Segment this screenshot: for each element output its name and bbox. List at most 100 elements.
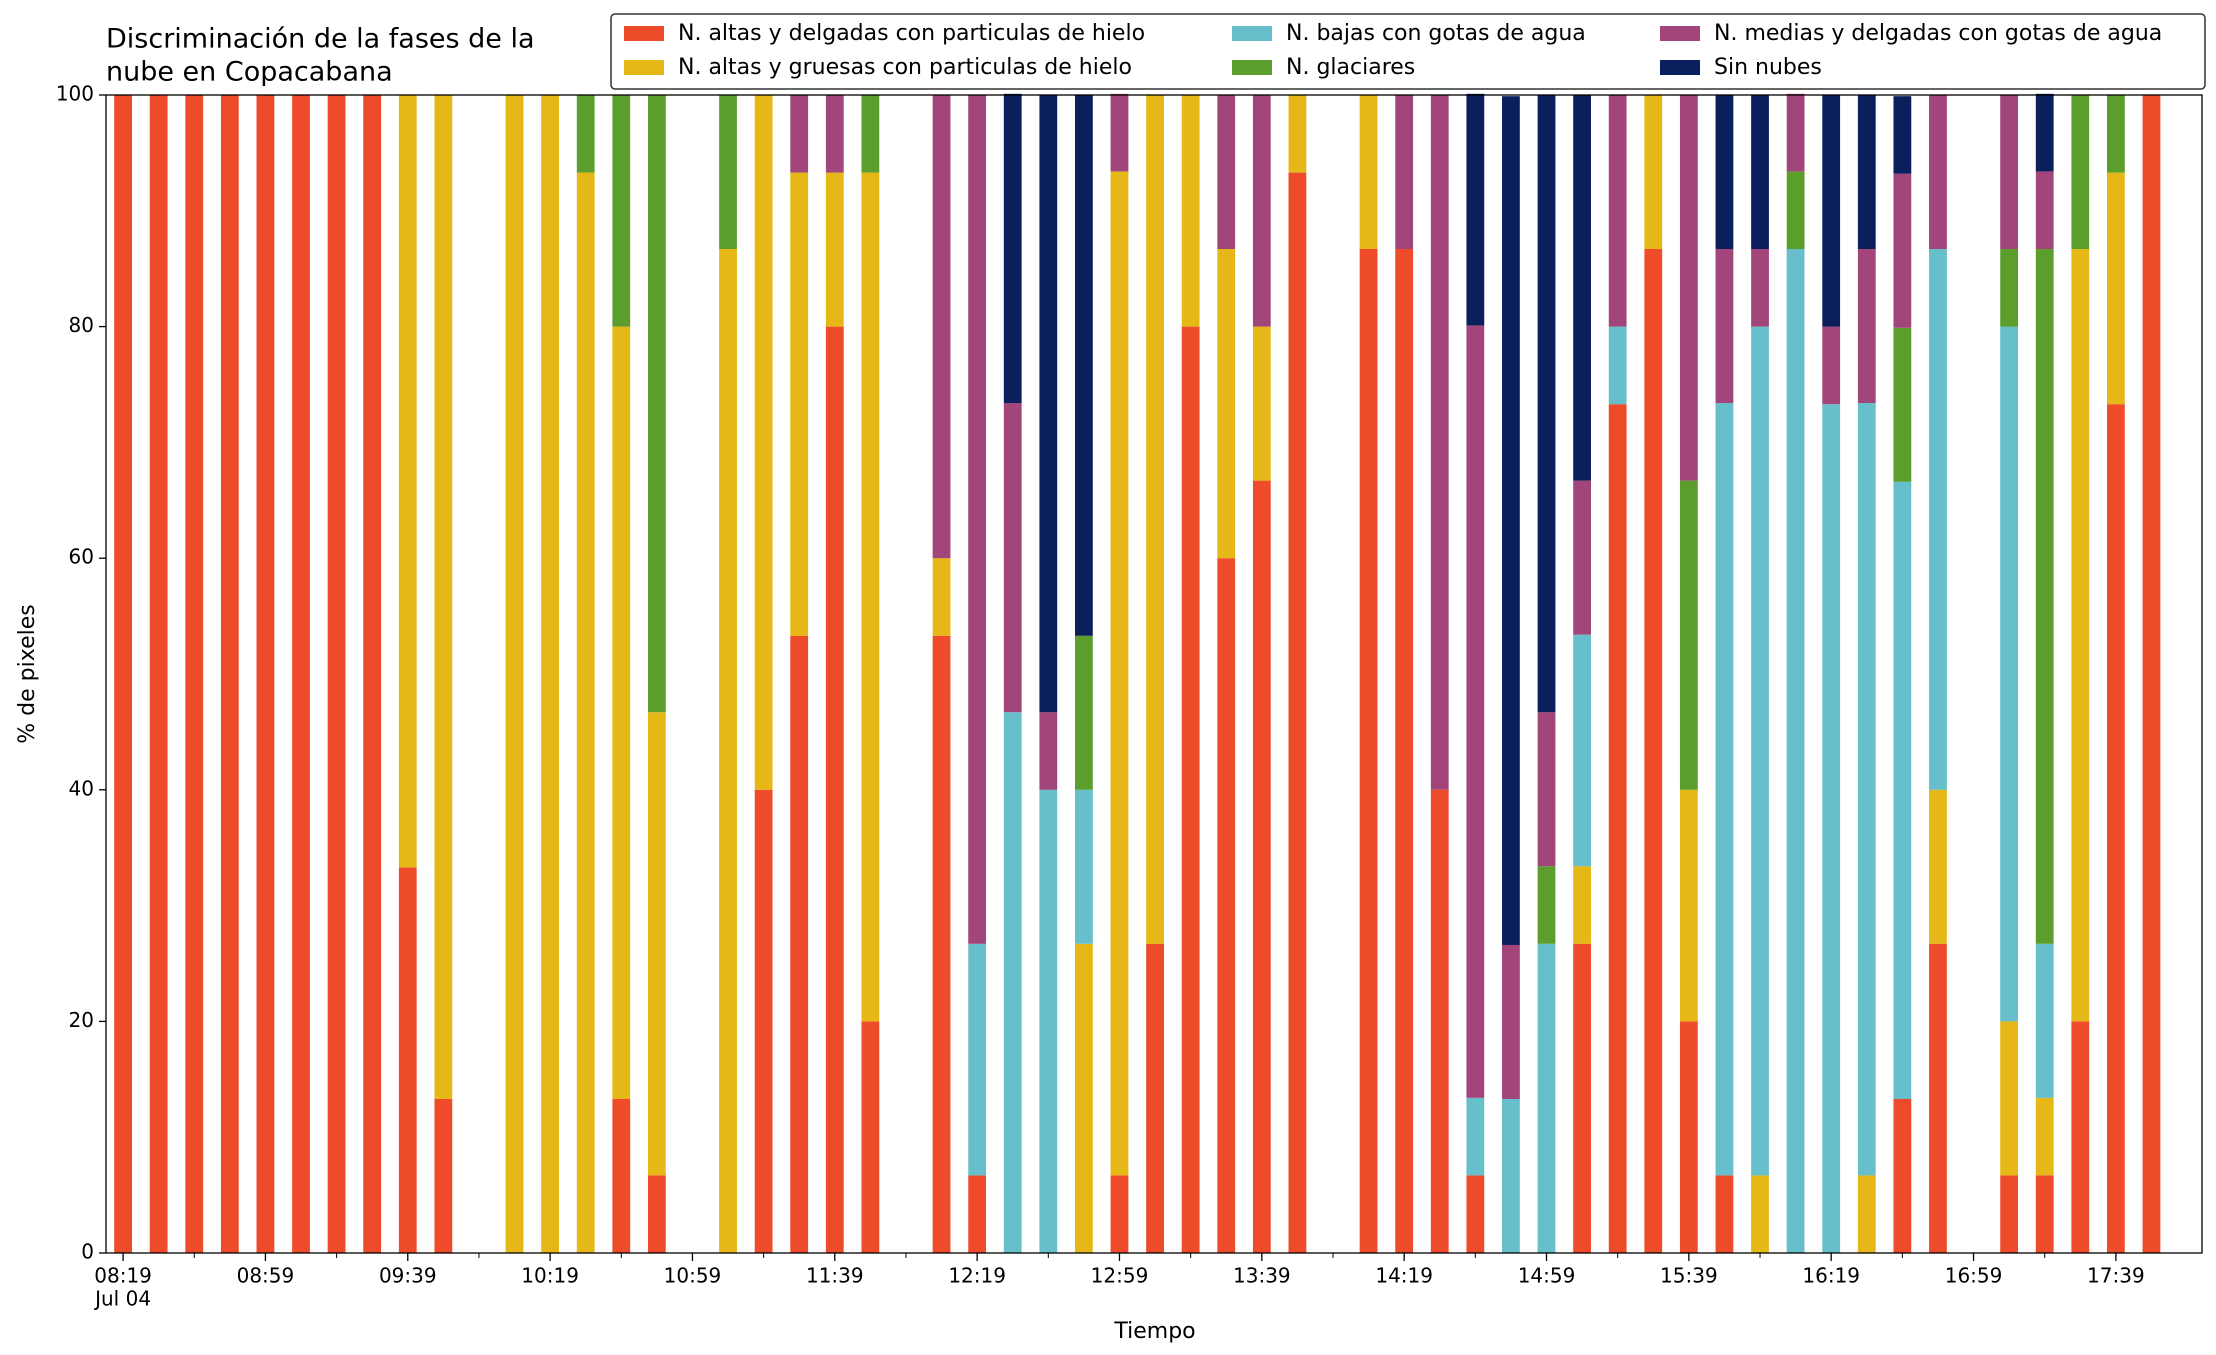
bar-segment: [1751, 249, 1769, 327]
bar-segment: [1003, 712, 1022, 1253]
bar-segment: [1252, 95, 1271, 327]
x-tick-label: 13:39: [1233, 1264, 1291, 1288]
bar-segment: [576, 95, 595, 173]
bar-segment: [2035, 249, 2054, 944]
legend-label: N. bajas con gotas de agua: [1286, 21, 1586, 46]
bar-segment: [1039, 712, 1058, 790]
bar-segment: [1679, 789, 1698, 1022]
bar-segment: [2106, 404, 2125, 1253]
bar-segment: [114, 95, 132, 1253]
bar-segment: [1715, 1175, 1734, 1253]
bar-segment: [363, 95, 382, 1253]
x-tick-label: 16:59: [1945, 1264, 2003, 1288]
bar-segment: [541, 95, 560, 1253]
bar-segment: [1217, 558, 1236, 1253]
bar-segment: [505, 95, 524, 1253]
chart-title-line: Discriminación de la fases de la: [106, 24, 535, 55]
bar-segment: [1893, 173, 1912, 328]
bar-segment: [825, 172, 844, 327]
bar-segment: [1039, 789, 1058, 1253]
bar-segment: [754, 789, 773, 1253]
x-tick-label: 08:19: [94, 1264, 152, 1288]
bar-segment: [1929, 943, 1947, 1253]
legend-swatch: [1660, 60, 1700, 75]
y-axis-label: % de pixeles: [15, 604, 40, 743]
bar-segment: [1573, 480, 1591, 635]
bar-segment: [2035, 93, 2054, 172]
bar-segment: [1359, 95, 1378, 250]
bar-segment: [861, 1021, 880, 1253]
bar-segment: [1786, 171, 1805, 250]
bar-segment: [1502, 1098, 1520, 1253]
bar-segment: [1039, 95, 1058, 713]
y-tick-label: 40: [69, 776, 94, 800]
bar-segment: [1537, 943, 1556, 1253]
y-tick-label: 80: [69, 313, 94, 337]
legend-label: N. altas y delgadas con particulas de hi…: [678, 21, 1145, 46]
legend-swatch: [1232, 26, 1272, 41]
bar-segment: [1857, 249, 1876, 404]
y-tick-label: 100: [56, 82, 94, 106]
bar-segment: [1466, 1175, 1485, 1253]
bar-segment: [1217, 249, 1236, 559]
bar-segment: [1395, 95, 1414, 250]
bar-segment: [825, 326, 844, 1254]
bar-segment: [1573, 95, 1591, 481]
legend-swatch: [624, 60, 664, 75]
bar-segment: [1217, 95, 1236, 250]
bar-segment: [1359, 249, 1378, 1253]
y-tick-label: 20: [69, 1008, 94, 1032]
bar-segment: [1146, 95, 1164, 944]
bar-segment: [1110, 171, 1129, 1176]
x-tick-label: 16:19: [1802, 1264, 1860, 1288]
bar-segment: [576, 172, 595, 1254]
bar-segment: [2035, 943, 2054, 1098]
bar-segment: [1573, 943, 1591, 1253]
bar-segment: [1502, 96, 1520, 945]
bar-segment: [434, 95, 453, 1099]
x-tick-label: 15:39: [1660, 1264, 1718, 1288]
bar-segment: [1003, 403, 1022, 713]
x-tick-label: 12:59: [1091, 1264, 1149, 1288]
bar-segment: [932, 635, 951, 1253]
bar-segment: [1074, 789, 1093, 944]
bar-segment: [1679, 1021, 1698, 1253]
bar-segment: [2000, 1021, 2019, 1176]
bar-segment: [2106, 95, 2125, 173]
bar-segment: [1929, 249, 1947, 790]
bar-segment: [256, 95, 275, 1253]
bar-segment: [1110, 1175, 1129, 1253]
bar-segment: [1430, 789, 1449, 1253]
bar-segment: [1502, 944, 1520, 1099]
x-tick-label: 14:59: [1518, 1264, 1576, 1288]
bar-segment: [1857, 1175, 1876, 1253]
legend-swatch: [1232, 60, 1272, 75]
bar-segment: [968, 943, 987, 1176]
bar-segment: [220, 95, 239, 1253]
bar-segment: [1715, 95, 1734, 250]
legend-swatch: [624, 26, 664, 41]
bar-segment: [1715, 249, 1734, 404]
x-tick-label: 10:19: [521, 1264, 579, 1288]
bar-segment: [1893, 327, 1912, 482]
bar-segment: [434, 1098, 453, 1253]
bar-segment: [2071, 1021, 2090, 1253]
x-tick-label: 10:59: [664, 1264, 722, 1288]
legend-swatch: [1660, 26, 1700, 41]
bar-segment: [2000, 1175, 2019, 1253]
bar-segment: [612, 95, 631, 327]
bar-segment: [1608, 326, 1627, 405]
bar-segment: [2000, 95, 2019, 250]
bar-segment: [1074, 943, 1093, 1253]
bar-segment: [1679, 480, 1698, 790]
bar-segment: [2142, 95, 2161, 1253]
bar-segment: [825, 95, 844, 173]
bar-segment: [719, 95, 737, 250]
x-axis-label: Tiempo: [1113, 1319, 1195, 1344]
bar-segment: [1430, 95, 1449, 790]
bar-segment: [1537, 866, 1556, 944]
bar-segment: [185, 95, 204, 1253]
bar-segment: [2106, 172, 2125, 405]
bar-segment: [1857, 403, 1876, 1176]
